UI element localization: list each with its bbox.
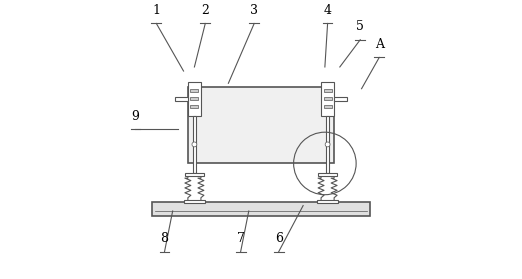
Bar: [191, 105, 198, 107]
Text: 8: 8: [160, 232, 169, 245]
Bar: [324, 97, 331, 100]
Text: 3: 3: [250, 4, 258, 17]
Bar: [324, 89, 331, 92]
Text: 7: 7: [236, 232, 244, 245]
Bar: [334, 97, 347, 101]
Text: 2: 2: [201, 4, 209, 17]
Bar: [326, 116, 329, 173]
Bar: [185, 173, 204, 176]
Bar: [184, 200, 205, 203]
Bar: [324, 105, 331, 107]
Text: 9: 9: [132, 110, 139, 123]
Bar: [193, 116, 196, 173]
Bar: [321, 82, 334, 116]
Text: A: A: [375, 38, 384, 51]
Bar: [152, 202, 370, 217]
Text: 5: 5: [357, 20, 364, 33]
Bar: [318, 173, 337, 176]
Bar: [191, 89, 198, 92]
Bar: [191, 97, 198, 100]
Text: 1: 1: [152, 4, 160, 17]
Bar: [187, 87, 335, 163]
Bar: [188, 82, 201, 116]
Bar: [175, 97, 188, 101]
Text: 6: 6: [275, 232, 283, 245]
Circle shape: [325, 142, 330, 147]
Text: 4: 4: [324, 4, 331, 17]
Bar: [317, 200, 338, 203]
Circle shape: [192, 142, 197, 147]
